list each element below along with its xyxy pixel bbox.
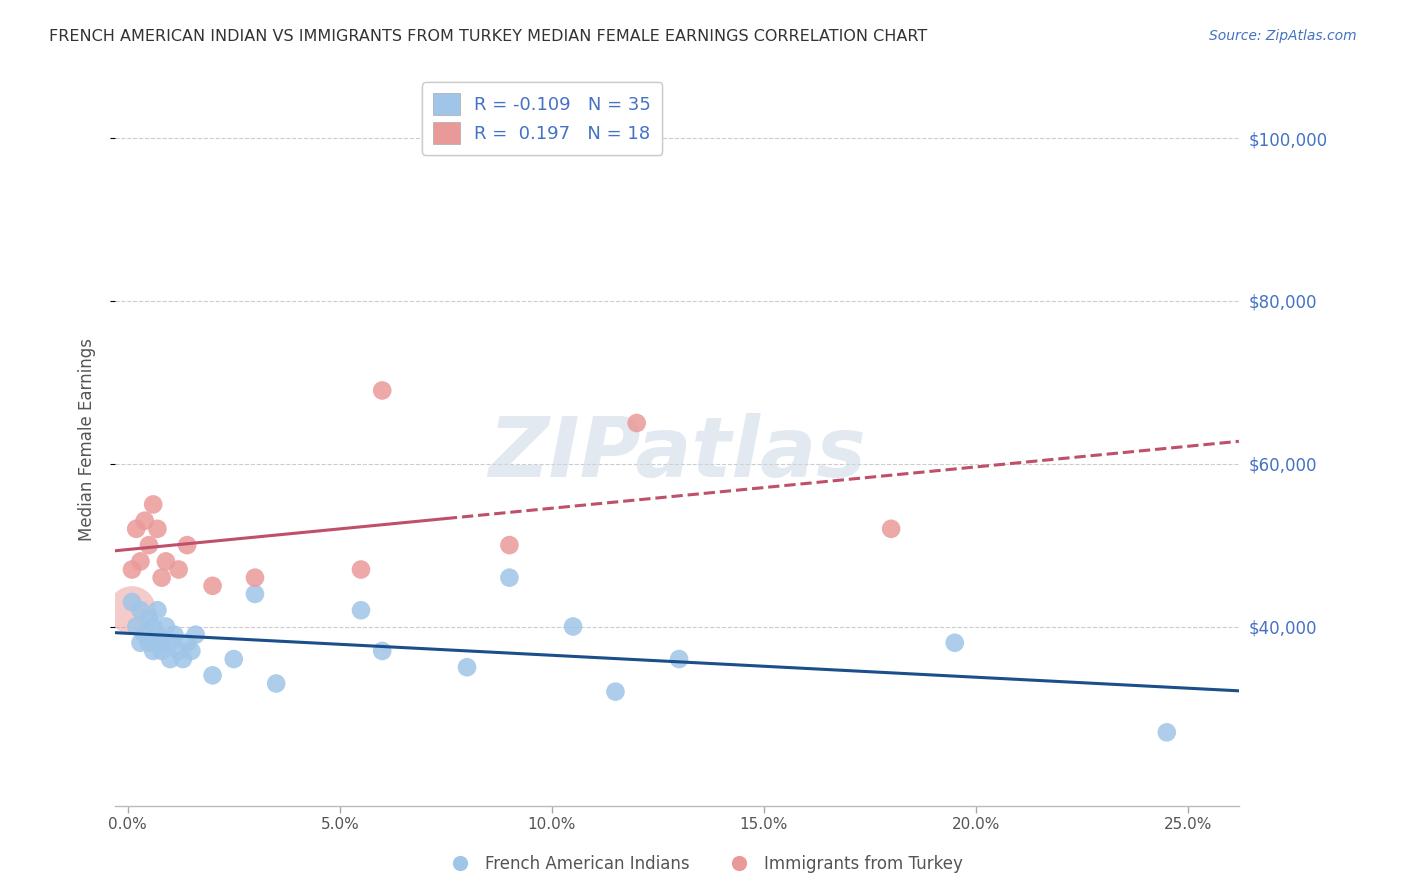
Point — [880, 522, 903, 536]
Point — [201, 579, 224, 593]
Point — [159, 652, 181, 666]
Point — [243, 587, 266, 601]
Point — [146, 627, 169, 641]
Point — [167, 644, 190, 658]
Point — [129, 636, 152, 650]
Point — [264, 676, 287, 690]
Point — [371, 384, 394, 398]
Point — [498, 571, 520, 585]
Point — [163, 627, 186, 641]
Point — [134, 627, 156, 641]
Point — [371, 644, 394, 658]
Point — [150, 644, 173, 658]
Point — [138, 636, 160, 650]
Point — [150, 571, 173, 585]
Point — [150, 636, 173, 650]
Point — [121, 603, 143, 617]
Point — [350, 562, 373, 576]
Text: Source: ZipAtlas.com: Source: ZipAtlas.com — [1209, 29, 1357, 43]
Point — [146, 522, 169, 536]
Point — [172, 652, 194, 666]
Text: ZIPatlas: ZIPatlas — [488, 413, 866, 494]
Point — [134, 514, 156, 528]
Point — [350, 603, 373, 617]
Point — [159, 636, 181, 650]
Point — [605, 684, 627, 698]
Point — [456, 660, 478, 674]
Point — [121, 562, 143, 576]
Point — [176, 538, 198, 552]
Point — [155, 619, 177, 633]
Legend: French American Indians, Immigrants from Turkey: French American Indians, Immigrants from… — [436, 848, 970, 880]
Point — [125, 522, 148, 536]
Text: FRENCH AMERICAN INDIAN VS IMMIGRANTS FROM TURKEY MEDIAN FEMALE EARNINGS CORRELAT: FRENCH AMERICAN INDIAN VS IMMIGRANTS FRO… — [49, 29, 928, 44]
Point — [498, 538, 520, 552]
Point — [142, 644, 165, 658]
Point — [129, 603, 152, 617]
Y-axis label: Median Female Earnings: Median Female Earnings — [79, 338, 96, 541]
Point — [142, 619, 165, 633]
Point — [562, 619, 585, 633]
Point — [146, 603, 169, 617]
Point — [626, 416, 648, 430]
Point — [138, 611, 160, 625]
Point — [222, 652, 245, 666]
Point — [121, 595, 143, 609]
Point — [142, 497, 165, 511]
Point — [180, 644, 202, 658]
Point — [943, 636, 966, 650]
Point — [176, 636, 198, 650]
Point — [668, 652, 690, 666]
Point — [184, 627, 207, 641]
Point — [125, 619, 148, 633]
Point — [167, 562, 190, 576]
Point — [1156, 725, 1178, 739]
Point — [129, 554, 152, 568]
Legend: R = -0.109   N = 35, R =  0.197   N = 18: R = -0.109 N = 35, R = 0.197 N = 18 — [422, 82, 662, 155]
Point — [138, 538, 160, 552]
Point — [155, 554, 177, 568]
Point — [201, 668, 224, 682]
Point — [243, 571, 266, 585]
